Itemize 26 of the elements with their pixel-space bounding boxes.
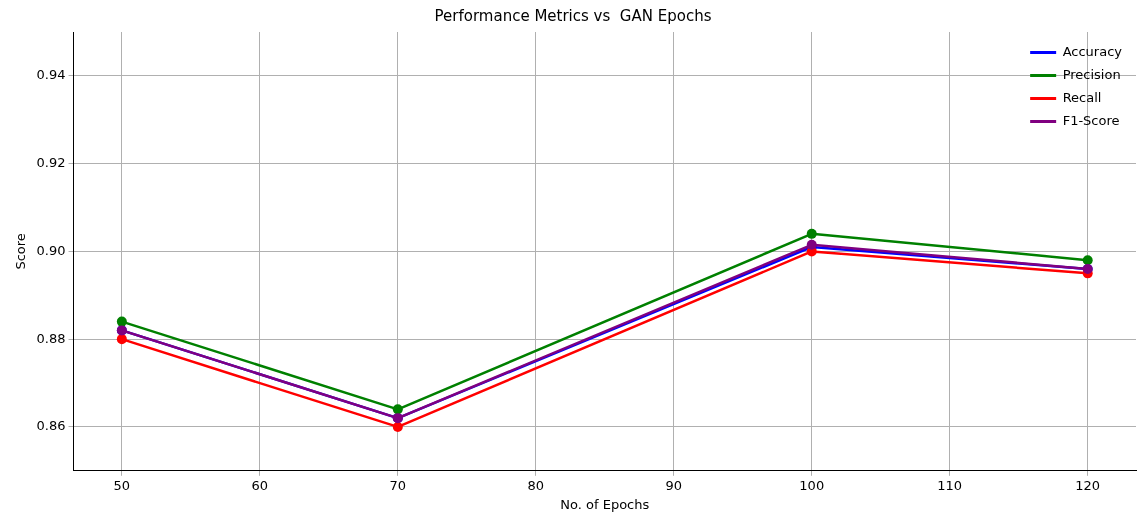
x-tick-label: 100	[799, 477, 825, 493]
legend-label: Precision	[1062, 66, 1121, 82]
legend-label: Accuracy	[1062, 43, 1123, 59]
y-tick-label: 0.94	[36, 67, 66, 83]
point	[116, 316, 127, 327]
x-tick-label: 80	[527, 477, 545, 493]
point	[392, 404, 403, 415]
point	[392, 421, 403, 432]
y-tick-label: 0.90	[36, 242, 66, 258]
legend-label: Recall	[1062, 89, 1102, 105]
x-axis-title: No. of Epochs	[560, 496, 650, 512]
y-tick-label: 0.88	[36, 330, 66, 346]
chart-title: Performance Metrics vs GAN Epochs	[434, 6, 712, 25]
y-tick-label: 0.92	[36, 155, 66, 171]
point	[116, 334, 127, 345]
x-tick-label: 70	[389, 477, 407, 493]
y-tick-label: 0.86	[36, 418, 66, 434]
point	[1082, 255, 1093, 266]
x-tick-label: 50	[113, 477, 131, 493]
x-tick-label: 110	[937, 477, 963, 493]
x-tick-label: 60	[251, 477, 269, 493]
legend-label: F1-Score	[1062, 112, 1120, 128]
x-tick-label: 90	[665, 477, 683, 493]
y-axis-title: Score	[13, 233, 29, 270]
point	[806, 228, 817, 239]
x-tick-label: 120	[1075, 477, 1101, 493]
